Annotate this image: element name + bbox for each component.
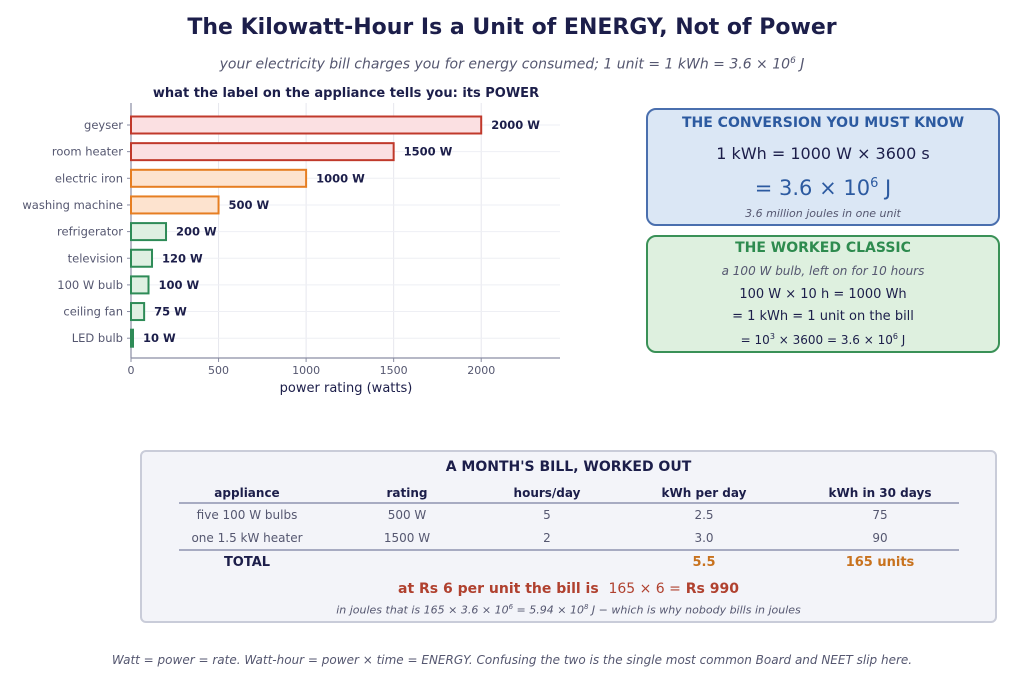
footer-note: Watt = power = rate. Watt-hour = power ×… xyxy=(111,653,913,667)
category-label-6: 100 W bulb xyxy=(57,278,123,292)
bar-7 xyxy=(130,302,146,322)
bar-0 xyxy=(130,115,483,135)
bill-header-hours: hours/day xyxy=(513,486,581,500)
value-label-6: 100 W xyxy=(159,278,200,292)
bill-row-2-rating: 1500 W xyxy=(383,531,431,545)
bill-joules-note: in joules that is 165 × 3.6 × 106 = 5.94… xyxy=(142,603,995,617)
bill-header-rating: rating xyxy=(386,486,428,500)
subtitle-suffix: J xyxy=(795,56,805,73)
value-label-0: 2000 W xyxy=(491,118,540,132)
worked-line-4: = 103 × 3600 = 3.6 × 106 J xyxy=(648,332,998,347)
x-tick-label-2: 1000 xyxy=(292,364,320,377)
bill-joules-exp1: 6 xyxy=(508,603,514,611)
bill-row-1-kwh-day: 2.5 xyxy=(694,508,714,522)
bill-joules-exp2: 8 xyxy=(583,603,589,611)
x-tick-label-1: 500 xyxy=(208,364,229,377)
bill-row-1-kwh-month: 75 xyxy=(872,508,888,522)
worked-line-3: = 1 kWh = 1 unit on the bill xyxy=(732,309,914,324)
conversion-line-2-exponent: 6 xyxy=(870,176,879,191)
bar-5 xyxy=(130,248,154,268)
conversion-line-2-prefix: = 3.6 × 10 xyxy=(754,176,871,200)
monthly-bill-panel: A MONTH'S BILL, WORKED OUT appliance rat… xyxy=(140,450,997,623)
bill-cost-prefix: at Rs 6 per unit the bill is xyxy=(398,581,599,597)
subtitle-prefix: your electricity bill charges you for en… xyxy=(219,56,791,73)
worked-line-1: a 100 W bulb, left on for 10 hours xyxy=(721,264,925,278)
value-label-5: 120 W xyxy=(162,251,203,265)
bill-total-label: TOTAL xyxy=(223,555,271,570)
worked-line-4-exp1: 3 xyxy=(769,332,775,341)
category-label-7: ceiling fan xyxy=(63,305,123,319)
conversion-card: THE CONVERSION YOU MUST KNOW 1 kWh = 100… xyxy=(646,108,1000,226)
value-label-8: 10 W xyxy=(143,331,176,345)
bill-row-2-kwh-month: 90 xyxy=(872,531,888,545)
category-label-2: electric iron xyxy=(55,171,123,185)
bill-joules-b: = 5.94 × 10 xyxy=(513,603,584,617)
x-tick-label-3: 1500 xyxy=(380,364,408,377)
conversion-note: 3.6 million joules in one unit xyxy=(745,207,901,220)
value-label-3: 500 W xyxy=(229,198,270,212)
bill-row-2-appliance: one 1.5 kW heater xyxy=(191,531,303,545)
conversion-card-title: THE CONVERSION YOU MUST KNOW xyxy=(681,115,965,131)
bill-cost-math: 165 × 6 = xyxy=(608,581,681,597)
worked-line-2: 100 W × 10 h = 1000 Wh xyxy=(739,287,907,302)
conversion-line-2: = 3.6 × 106 J xyxy=(648,176,998,200)
bill-cost-value: Rs 990 xyxy=(685,581,739,597)
bill-header-appliance: appliance xyxy=(214,486,280,500)
value-label-1: 1500 W xyxy=(404,145,453,159)
bill-header-rule xyxy=(179,502,959,504)
bar-1 xyxy=(130,142,395,162)
worked-line-4-a: = 10 xyxy=(740,333,770,347)
x-tick-label-4: 2000 xyxy=(467,364,495,377)
x-axis-label: power rating (watts) xyxy=(280,381,413,396)
page-subtitle: your electricity bill charges you for en… xyxy=(0,56,1024,73)
subtitle-exponent: 6 xyxy=(790,56,796,66)
conversion-line-1: 1 kWh = 1000 W × 3600 s xyxy=(716,144,930,163)
category-label-4: refrigerator xyxy=(57,225,123,239)
worked-line-4-exp2: 6 xyxy=(892,332,898,341)
page-title: The Kilowatt-Hour Is a Unit of ENERGY, N… xyxy=(187,15,837,40)
worked-card-title: THE WORKED CLASSIC xyxy=(735,240,911,256)
bar-4 xyxy=(130,222,168,242)
conversion-line-2-suffix: J xyxy=(878,176,892,200)
bill-row-1-hours: 5 xyxy=(543,508,551,522)
value-label-4: 200 W xyxy=(176,225,217,239)
category-label-0: geyser xyxy=(84,118,123,132)
bar-8 xyxy=(130,328,134,348)
worked-line-4-c: J xyxy=(897,333,906,347)
bill-joules-c: J − which is why nobody bills in joules xyxy=(588,603,801,617)
bar-3 xyxy=(130,195,220,215)
power-bar-chart: what the label on the appliance tells yo… xyxy=(22,86,560,396)
bill-cost-line: at Rs 6 per unit the bill is 165 × 6 = R… xyxy=(142,581,995,597)
bill-row-2-hours: 2 xyxy=(543,531,551,545)
worked-classic-card: THE WORKED CLASSIC a 100 W bulb, left on… xyxy=(646,235,1000,353)
value-label-2: 1000 W xyxy=(316,171,365,185)
bill-row-1-rating: 500 W xyxy=(387,508,427,522)
bill-total-kwh-day: 5.5 xyxy=(692,555,716,570)
bill-total-rule xyxy=(179,549,959,551)
category-label-5: television xyxy=(68,251,123,265)
bar-2 xyxy=(130,168,308,188)
x-tick-label-0: 0 xyxy=(128,364,135,377)
chart-title: what the label on the appliance tells yo… xyxy=(153,86,539,101)
value-label-7: 75 W xyxy=(154,305,187,319)
category-label-1: room heater xyxy=(52,145,123,159)
category-label-8: LED bulb xyxy=(72,331,123,345)
bill-row-1-appliance: five 100 W bulbs xyxy=(196,508,298,522)
bar-6 xyxy=(130,275,150,295)
bill-joules-a: in joules that is 165 × 3.6 × 10 xyxy=(336,603,509,617)
bill-total-units: 165 units xyxy=(845,555,915,570)
bill-row-2-kwh-day: 3.0 xyxy=(694,531,714,545)
worked-line-4-b: × 3600 = 3.6 × 10 xyxy=(774,333,893,347)
bill-header-kwh-day: kWh per day xyxy=(661,486,747,500)
bill-header-kwh-month: kWh in 30 days xyxy=(828,486,932,500)
bill-title: A MONTH'S BILL, WORKED OUT xyxy=(445,459,692,475)
category-label-3: washing machine xyxy=(22,198,123,212)
